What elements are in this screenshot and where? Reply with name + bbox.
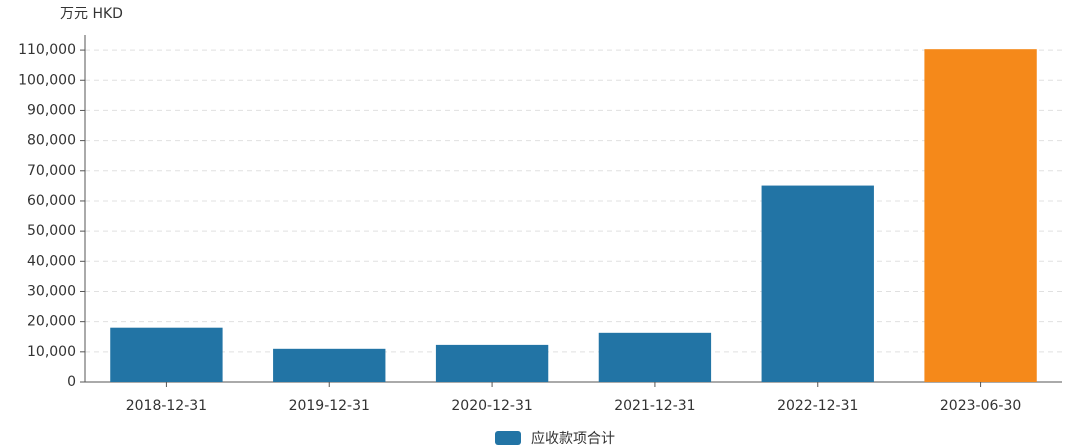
y-tick-label: 30,000: [27, 283, 76, 299]
legend-swatch: [495, 431, 521, 445]
bar: [110, 327, 223, 382]
bar: [924, 49, 1037, 383]
unit-label: 万元 HKD: [60, 6, 123, 22]
x-tick-label: 2020-12-31: [451, 398, 532, 414]
y-tick-label: 100,000: [18, 72, 76, 88]
bar: [761, 185, 874, 382]
y-tick-label: 10,000: [27, 344, 76, 360]
bar: [598, 332, 712, 382]
y-tick-label: 50,000: [27, 223, 76, 239]
legend-label: 应收款项合计: [531, 430, 615, 447]
y-tick-label: 80,000: [27, 133, 76, 149]
y-tick-label: 90,000: [27, 102, 76, 118]
bar: [273, 348, 386, 382]
x-tick-label: 2019-12-31: [289, 398, 370, 414]
y-tick-label: 110,000: [18, 42, 76, 58]
y-tick-label: 0: [67, 374, 76, 390]
x-tick-label: 2021-12-31: [614, 398, 695, 414]
bar: [435, 344, 549, 382]
y-tick-label: 20,000: [27, 314, 76, 330]
x-tick-label: 2022-12-31: [777, 398, 858, 414]
x-tick-label: 2018-12-31: [126, 398, 207, 414]
y-tick-label: 40,000: [27, 253, 76, 269]
y-tick-label: 60,000: [27, 193, 76, 209]
x-tick-label: 2023-06-30: [940, 398, 1021, 414]
y-tick-label: 70,000: [27, 163, 76, 179]
